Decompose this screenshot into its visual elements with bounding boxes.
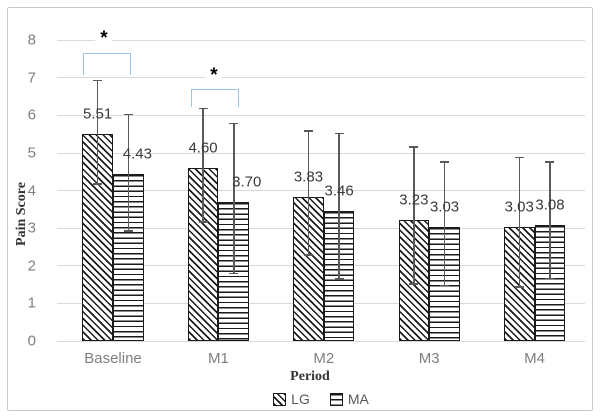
error-cap-top xyxy=(229,122,239,125)
value-label-ma-m3: 3.03 xyxy=(429,198,460,216)
y-tick-label-5: 5 xyxy=(27,144,36,162)
significance-bracket-baseline xyxy=(83,53,131,75)
error-cap-bottom xyxy=(303,254,313,256)
error-cap-top xyxy=(123,113,133,116)
y-tick-label-7: 7 xyxy=(27,69,36,87)
value-label-lg-m1: 4.60 xyxy=(188,139,218,157)
gridline-y-8 xyxy=(57,39,585,41)
error-bar-ma-m1 xyxy=(233,122,235,275)
error-cap-bottom xyxy=(229,272,239,275)
y-tick-label-0: 0 xyxy=(27,332,36,350)
error-cap-top xyxy=(334,132,344,135)
error-cap-bottom xyxy=(93,183,103,185)
error-bar-lg-m2 xyxy=(307,130,310,256)
y-axis-title: Pain Score xyxy=(14,182,29,246)
error-cap-bottom xyxy=(545,277,555,280)
y-tick-label-1: 1 xyxy=(27,294,36,312)
error-cap-bottom xyxy=(198,221,208,223)
error-cap-top xyxy=(93,79,103,82)
x-category-label-m4: M4 xyxy=(524,350,546,367)
gridline-y-6 xyxy=(57,114,585,116)
legend: LG MA xyxy=(57,392,585,406)
error-bar-lg-m4 xyxy=(518,156,520,288)
significance-bracket-m1 xyxy=(191,89,239,107)
error-bar-ma-m3 xyxy=(443,161,446,287)
x-category-label-baseline: Baseline xyxy=(84,350,142,367)
legend-item-ma: MA xyxy=(329,391,369,407)
value-label-lg-m4: 3.03 xyxy=(504,198,534,216)
value-label-ma-m1: 3.70 xyxy=(232,173,262,191)
bar-ma-baseline xyxy=(113,174,144,341)
error-cap-top xyxy=(198,107,208,110)
x-category-label-m2: M2 xyxy=(313,350,335,367)
significance-star-baseline: * xyxy=(95,29,113,48)
y-tick-label-4: 4 xyxy=(27,182,36,200)
error-cap-bottom xyxy=(409,283,419,285)
x-axis-title: Period xyxy=(290,369,330,384)
value-label-lg-m3: 3.23 xyxy=(399,191,429,209)
value-label-ma-m4: 3.08 xyxy=(535,196,565,214)
error-cap-top xyxy=(545,161,555,163)
x-category-label-m1: M1 xyxy=(207,350,229,367)
bar-ma-m4 xyxy=(534,225,566,341)
x-category-label-m3: M3 xyxy=(418,350,440,367)
error-bar-lg-baseline xyxy=(96,79,99,185)
error-cap-top xyxy=(440,161,450,163)
gridline-y-0 xyxy=(57,340,585,342)
error-cap-top xyxy=(409,146,419,148)
gridline-y-7 xyxy=(57,77,585,79)
error-bar-ma-baseline xyxy=(127,113,130,232)
error-bar-ma-m2 xyxy=(338,132,340,280)
legend-swatch-lg-icon xyxy=(273,392,287,406)
error-cap-bottom xyxy=(123,230,133,232)
error-cap-top xyxy=(514,156,524,159)
y-tick-label-6: 6 xyxy=(27,106,36,124)
error-cap-bottom xyxy=(334,278,344,280)
y-tick-label-8: 8 xyxy=(27,31,36,49)
gridline-y-4 xyxy=(57,190,585,192)
error-bar-lg-m3 xyxy=(413,146,415,285)
figure-border xyxy=(7,7,593,411)
legend-item-lg: LG xyxy=(273,392,310,406)
legend-label-lg: LG xyxy=(291,391,310,407)
y-tick-label-3: 3 xyxy=(27,219,36,237)
legend-swatch-ma-icon xyxy=(329,392,343,406)
error-cap-top xyxy=(303,130,313,132)
value-label-ma-m2: 3.46 xyxy=(324,182,354,200)
value-label-lg-m2: 3.83 xyxy=(293,168,324,186)
significance-star-m1: * xyxy=(205,66,223,85)
legend-label-ma: MA xyxy=(347,391,369,407)
value-label-ma-baseline: 4.43 xyxy=(122,145,152,163)
y-tick-label-2: 2 xyxy=(27,257,36,275)
gridline-y-5 xyxy=(57,152,585,154)
error-cap-bottom xyxy=(514,286,524,288)
value-label-lg-baseline: 5.51 xyxy=(83,105,113,123)
error-bar-ma-m4 xyxy=(549,161,551,280)
error-bar-lg-m1 xyxy=(202,107,204,223)
error-cap-bottom xyxy=(440,284,450,287)
